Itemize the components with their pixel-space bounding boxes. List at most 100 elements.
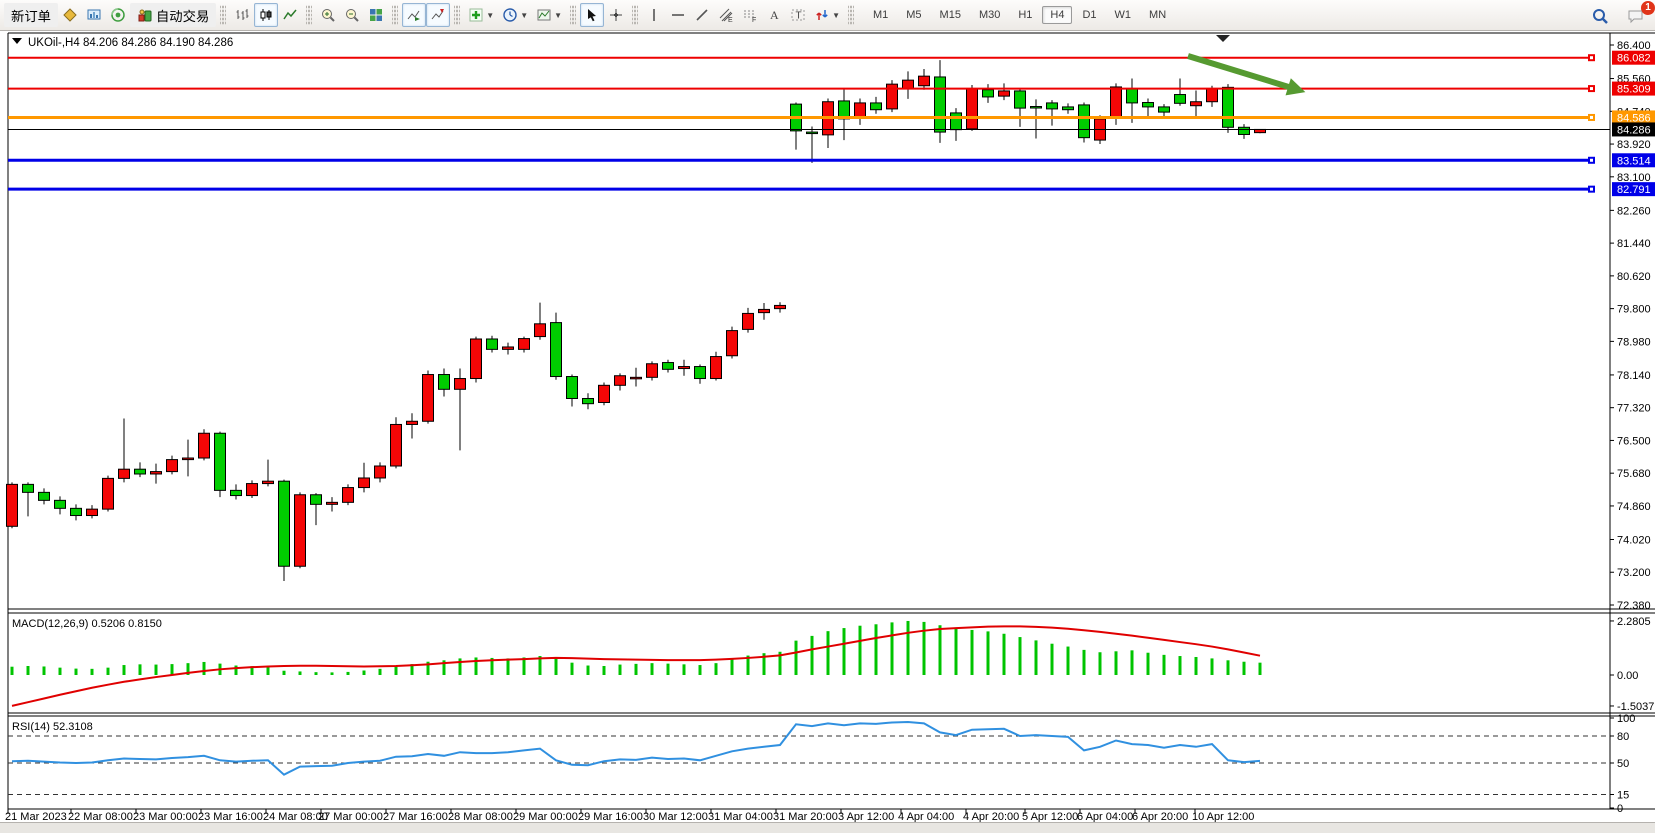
macd-histogram-bar bbox=[1258, 662, 1262, 675]
text-icon[interactable]: A bbox=[762, 3, 786, 27]
candle-body bbox=[358, 477, 370, 489]
time-tick-label: 3 Apr 12:00 bbox=[838, 811, 894, 823]
candle-body bbox=[1014, 90, 1026, 109]
time-tick-label: 6 Apr 20:00 bbox=[1132, 811, 1188, 823]
macd-histogram-bar bbox=[1034, 640, 1038, 675]
time-tick-label: 5 Apr 12:00 bbox=[1022, 811, 1078, 823]
macd-histogram-bar bbox=[58, 667, 62, 675]
arrows-button[interactable]: ▼ bbox=[810, 3, 844, 27]
autotrading-button[interactable]: 自动交易 bbox=[129, 3, 217, 27]
periods-button[interactable]: ▼ bbox=[498, 3, 532, 27]
chart-window[interactable]: 86.40085.56084.74083.92083.10082.26081.4… bbox=[0, 31, 1655, 833]
chevron-down-icon: ▼ bbox=[520, 10, 529, 20]
price-tick-label: 72.380 bbox=[1617, 600, 1651, 612]
macd-histogram-bar bbox=[1114, 651, 1118, 675]
macd-histogram-bar bbox=[730, 659, 734, 675]
bar-chart-icon[interactable] bbox=[230, 3, 254, 27]
vertical-line-icon[interactable] bbox=[642, 3, 666, 27]
macd-histogram-bar bbox=[1178, 656, 1182, 675]
macd-histogram-bar bbox=[1130, 650, 1134, 675]
timeframe-m1[interactable]: M1 bbox=[872, 9, 889, 21]
candle-body bbox=[406, 420, 418, 425]
chart-shift-marker[interactable] bbox=[1216, 35, 1230, 42]
toolbar-separator bbox=[306, 5, 313, 25]
rsi-axis-label: 0 bbox=[1617, 803, 1623, 815]
tile-windows-icon[interactable] bbox=[364, 3, 388, 27]
timeframe-d1[interactable]: D1 bbox=[1082, 9, 1097, 21]
symbol-ohlc-label: UKOil-,H4 84.206 84.286 84.190 84.286 bbox=[28, 37, 233, 49]
crosshair-icon[interactable] bbox=[604, 3, 628, 27]
chart-shift-button[interactable] bbox=[426, 3, 451, 27]
timeframe-m15[interactable]: M15 bbox=[939, 9, 961, 21]
candle-body bbox=[246, 483, 258, 497]
candle-body bbox=[870, 102, 882, 111]
auto-scroll-button[interactable] bbox=[402, 3, 427, 27]
timeframe-h4[interactable]: H4 bbox=[1042, 6, 1073, 24]
signals-icon[interactable] bbox=[106, 3, 130, 27]
macd-histogram-bar bbox=[506, 658, 510, 675]
candle-body bbox=[918, 75, 930, 87]
charts-window-icon[interactable] bbox=[82, 3, 106, 27]
candlestick-chart-icon bbox=[260, 9, 272, 21]
time-tick-label: 31 Mar 20:00 bbox=[773, 811, 838, 823]
price-badge bbox=[1612, 110, 1655, 125]
gold-diamond-icon[interactable] bbox=[58, 3, 82, 27]
macd-histogram-bar bbox=[202, 661, 206, 675]
indicators-button[interactable]: ▼ bbox=[464, 3, 498, 27]
macd-histogram-bar bbox=[410, 664, 414, 675]
candle-body bbox=[1206, 88, 1218, 103]
templates-button[interactable]: ▼ bbox=[532, 3, 566, 27]
candle-body bbox=[486, 338, 498, 350]
candlestick-chart-button[interactable] bbox=[254, 3, 279, 27]
macd-histogram-bar bbox=[554, 658, 558, 675]
search-icon[interactable] bbox=[1587, 4, 1613, 28]
cursor-icon bbox=[588, 9, 597, 22]
timeframe-m5[interactable]: M5 bbox=[906, 9, 922, 21]
price-tick-label: 79.800 bbox=[1617, 304, 1651, 316]
autotrading-label: 自动交易 bbox=[155, 8, 210, 24]
toolbar-right-group: 1 bbox=[1587, 0, 1655, 31]
equidistant-channel-icon[interactable]: E bbox=[714, 3, 738, 27]
time-tick-label: 21 Mar 2023 bbox=[5, 811, 67, 823]
zoom-in-icon[interactable] bbox=[316, 3, 340, 27]
cursor-button[interactable] bbox=[580, 3, 605, 27]
time-tick-label: 10 Apr 12:00 bbox=[1192, 811, 1254, 823]
line-chart-icon[interactable] bbox=[278, 3, 302, 27]
candle-body bbox=[118, 468, 130, 479]
macd-histogram-bar bbox=[986, 631, 990, 675]
rsi-label: RSI(14) 52.3108 bbox=[12, 721, 93, 733]
candle-body bbox=[934, 76, 946, 133]
toolbar-separator bbox=[392, 5, 399, 25]
autotrading-icon bbox=[138, 9, 152, 22]
timeframe-h1[interactable]: H1 bbox=[1018, 9, 1033, 21]
rsi-axis-label: 50 bbox=[1617, 758, 1629, 770]
trend-arrow[interactable] bbox=[1187, 53, 1293, 91]
chat-button[interactable]: 1 bbox=[1623, 0, 1655, 28]
price-tick-label: 83.100 bbox=[1617, 172, 1651, 184]
candle-body bbox=[422, 374, 434, 422]
horizontal-line-icon[interactable] bbox=[666, 3, 690, 27]
macd-signal-line bbox=[11, 625, 1261, 707]
candle-body bbox=[710, 356, 722, 380]
trendline-icon[interactable] bbox=[690, 3, 714, 27]
time-tick-label: 24 Mar 08:00 bbox=[263, 811, 328, 823]
candle-body bbox=[262, 480, 274, 485]
time-axis[interactable]: 21 Mar 2023 22 Mar 08:00 23 Mar 00:00 23 Ma… bbox=[5, 809, 1254, 823]
timeframe-w1[interactable]: W1 bbox=[1114, 9, 1132, 21]
price-badge-label: 82.791 bbox=[1617, 184, 1651, 196]
candle-body bbox=[294, 494, 306, 567]
new-order-button[interactable]: 新订单 bbox=[4, 3, 58, 27]
collapse-triangle-icon[interactable] bbox=[12, 38, 22, 44]
macd-histogram-bar bbox=[234, 665, 238, 675]
timeframe-m30[interactable]: M30 bbox=[978, 9, 1001, 21]
macd-histogram-bar bbox=[954, 628, 958, 675]
line-endpoint-center bbox=[1590, 56, 1593, 60]
zoom-out-icon[interactable] bbox=[340, 3, 364, 27]
chevron-down-icon: ▼ bbox=[832, 10, 840, 20]
text-label-icon[interactable]: T bbox=[786, 3, 810, 27]
timeframe-mn[interactable]: MN bbox=[1149, 9, 1167, 21]
fibonacci-icon[interactable]: F bbox=[738, 3, 762, 27]
time-tick-label: 27 Mar 16:00 bbox=[383, 811, 448, 823]
time-tick-label: 27 Mar 00:00 bbox=[318, 811, 383, 823]
line-endpoint-center bbox=[1590, 187, 1593, 191]
